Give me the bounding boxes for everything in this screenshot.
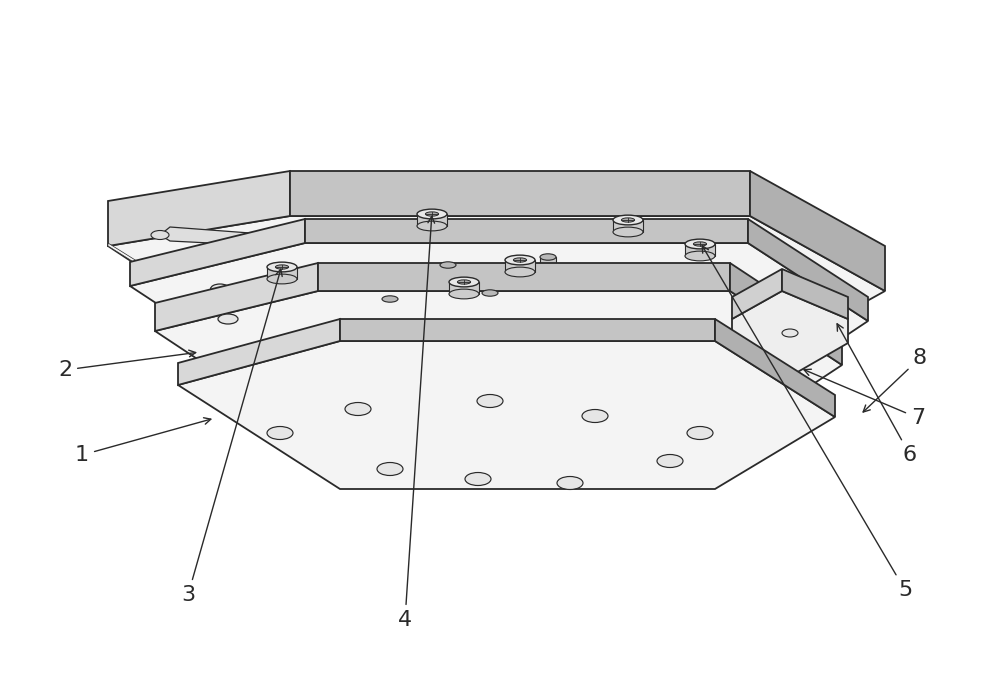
- Ellipse shape: [449, 289, 479, 299]
- Polygon shape: [108, 171, 290, 246]
- Ellipse shape: [345, 402, 371, 415]
- Ellipse shape: [685, 239, 715, 249]
- Ellipse shape: [513, 258, 527, 262]
- Polygon shape: [482, 293, 498, 373]
- Ellipse shape: [218, 314, 238, 324]
- Polygon shape: [267, 267, 297, 279]
- Polygon shape: [155, 263, 318, 331]
- Ellipse shape: [465, 473, 491, 486]
- Ellipse shape: [382, 296, 398, 302]
- Polygon shape: [108, 216, 885, 366]
- Ellipse shape: [425, 212, 439, 216]
- Polygon shape: [382, 299, 398, 379]
- Ellipse shape: [477, 394, 503, 407]
- Polygon shape: [340, 319, 715, 341]
- Ellipse shape: [440, 262, 456, 268]
- Ellipse shape: [505, 255, 535, 265]
- Polygon shape: [178, 341, 835, 489]
- Polygon shape: [155, 291, 842, 439]
- Ellipse shape: [621, 218, 635, 222]
- Ellipse shape: [431, 247, 449, 255]
- Ellipse shape: [590, 408, 610, 418]
- Ellipse shape: [614, 291, 636, 302]
- Polygon shape: [108, 243, 140, 266]
- Ellipse shape: [417, 209, 447, 219]
- Polygon shape: [160, 227, 260, 245]
- Polygon shape: [540, 257, 556, 337]
- Ellipse shape: [482, 290, 498, 296]
- Ellipse shape: [275, 265, 289, 269]
- Ellipse shape: [613, 215, 643, 225]
- Polygon shape: [305, 219, 748, 243]
- Polygon shape: [178, 319, 340, 385]
- Text: 3: 3: [181, 269, 282, 605]
- Polygon shape: [748, 219, 868, 321]
- Ellipse shape: [267, 426, 293, 439]
- Polygon shape: [417, 214, 447, 226]
- Ellipse shape: [687, 426, 713, 439]
- Ellipse shape: [613, 227, 643, 237]
- Polygon shape: [130, 219, 305, 286]
- Polygon shape: [505, 260, 535, 272]
- Polygon shape: [330, 241, 440, 257]
- Ellipse shape: [457, 280, 471, 284]
- Polygon shape: [130, 243, 868, 401]
- Text: 8: 8: [863, 348, 927, 412]
- Polygon shape: [685, 244, 715, 256]
- Ellipse shape: [417, 221, 447, 231]
- Text: 4: 4: [398, 217, 435, 630]
- Ellipse shape: [685, 251, 715, 261]
- Ellipse shape: [540, 254, 556, 260]
- Polygon shape: [318, 263, 730, 291]
- Ellipse shape: [251, 234, 269, 244]
- Ellipse shape: [267, 262, 297, 272]
- Polygon shape: [440, 265, 456, 345]
- Ellipse shape: [540, 334, 556, 340]
- Polygon shape: [732, 269, 782, 319]
- Ellipse shape: [657, 454, 683, 467]
- Polygon shape: [715, 319, 835, 417]
- Polygon shape: [730, 263, 842, 365]
- Ellipse shape: [782, 329, 798, 337]
- Ellipse shape: [377, 462, 403, 475]
- Text: 5: 5: [702, 246, 912, 600]
- Ellipse shape: [557, 477, 583, 490]
- Ellipse shape: [151, 230, 169, 240]
- Polygon shape: [782, 269, 848, 319]
- Ellipse shape: [449, 277, 479, 287]
- Ellipse shape: [210, 284, 230, 294]
- Ellipse shape: [440, 342, 456, 348]
- Ellipse shape: [382, 376, 398, 382]
- Polygon shape: [449, 282, 479, 294]
- Text: 6: 6: [837, 323, 917, 465]
- Text: 7: 7: [804, 369, 925, 428]
- Ellipse shape: [693, 242, 707, 246]
- Polygon shape: [750, 171, 885, 291]
- Ellipse shape: [505, 267, 535, 277]
- Ellipse shape: [321, 242, 339, 251]
- Text: 1: 1: [75, 417, 211, 465]
- Polygon shape: [732, 291, 848, 381]
- Ellipse shape: [582, 409, 608, 422]
- Ellipse shape: [267, 274, 297, 284]
- Ellipse shape: [482, 370, 498, 376]
- Text: 2: 2: [58, 350, 196, 380]
- Polygon shape: [290, 171, 750, 216]
- Polygon shape: [613, 220, 643, 232]
